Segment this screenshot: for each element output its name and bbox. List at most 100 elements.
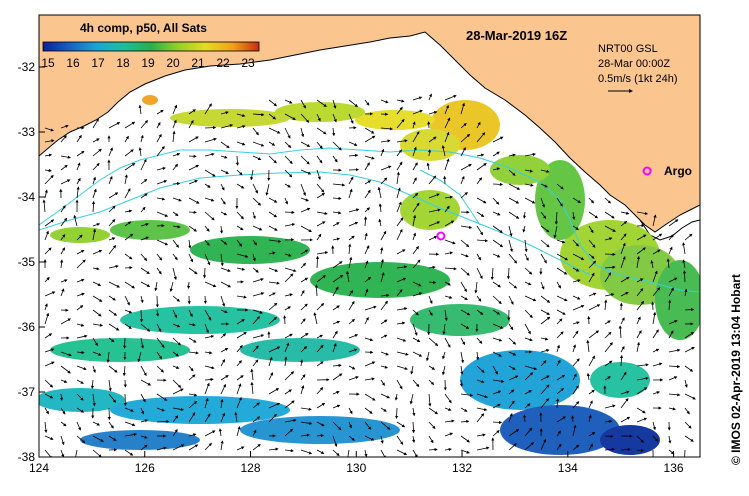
- current-vector: [524, 267, 533, 275]
- current-vector: [60, 135, 67, 143]
- current-vector: [316, 387, 324, 395]
- current-vector: [124, 407, 134, 412]
- current-vector: [377, 186, 382, 199]
- current-vector: [412, 379, 420, 388]
- current-vector: [172, 323, 181, 328]
- current-vector: [540, 197, 545, 208]
- current-vector: [268, 413, 277, 423]
- current-vector: [460, 407, 468, 412]
- current-vector: [252, 239, 257, 246]
- current-vector: [636, 234, 647, 241]
- current-vector: [508, 351, 517, 356]
- current-vector: [396, 337, 407, 342]
- current-vector: [188, 165, 200, 171]
- current-vector: [460, 351, 465, 364]
- current-vector: [652, 391, 660, 395]
- current-vector: [44, 168, 52, 173]
- current-vector: [428, 280, 437, 284]
- current-vector: [220, 253, 224, 267]
- current-vector: [476, 309, 484, 315]
- current-vector: [156, 407, 165, 412]
- current-vector: [252, 443, 261, 451]
- current-vector: [412, 96, 423, 101]
- current-vector: [684, 435, 694, 442]
- current-vector: [172, 444, 185, 451]
- current-vector: [604, 237, 613, 241]
- current-vector: [60, 279, 68, 283]
- current-vector: [60, 217, 68, 227]
- current-vector: [92, 449, 102, 457]
- current-vector: [124, 188, 131, 199]
- current-vector: [492, 225, 503, 233]
- current-vector: [396, 187, 401, 199]
- current-vector: [140, 365, 147, 377]
- current-vector: [524, 365, 538, 371]
- current-vector: [268, 346, 281, 353]
- current-date: 28-Mar 00:00Z: [598, 58, 670, 70]
- current-vector: [442, 351, 446, 360]
- current-vector: [364, 449, 368, 457]
- current-vector: [460, 239, 470, 248]
- current-vector: [108, 323, 120, 331]
- current-vector: [124, 149, 134, 157]
- current-vector: [588, 304, 601, 311]
- current-vector: [299, 359, 304, 367]
- current-vector: [650, 260, 654, 269]
- current-vector: [300, 127, 305, 138]
- current-vector: [124, 253, 133, 260]
- current-vector: [124, 135, 129, 143]
- current-vector: [268, 113, 277, 120]
- current-vector: [476, 337, 483, 344]
- current-vector: [268, 141, 276, 146]
- current-vector: [252, 309, 263, 314]
- current-vector: [396, 289, 403, 297]
- current-vector: [76, 393, 84, 401]
- date-title: 28-Mar-2019 16Z: [466, 28, 567, 43]
- current-vector: [412, 449, 418, 457]
- current-vector: [268, 316, 278, 325]
- current-vector: [380, 258, 384, 269]
- current-vector: [124, 163, 136, 171]
- y-tick-label: -36: [18, 320, 36, 334]
- current-vector: [252, 267, 259, 273]
- current-vector: [284, 273, 294, 283]
- current-vector: [428, 175, 437, 185]
- current-vector: [412, 292, 423, 297]
- current-vector: [332, 141, 342, 151]
- current-vector: [348, 256, 353, 269]
- current-vector: [156, 337, 165, 349]
- current-vector: [348, 376, 359, 381]
- current-vector: [92, 138, 100, 143]
- current-vector: [172, 365, 180, 369]
- current-vector: [668, 277, 678, 283]
- current-vector: [140, 337, 145, 349]
- current-vector: [380, 334, 388, 339]
- current-vector: [220, 197, 226, 205]
- current-vector: [492, 430, 500, 437]
- current-vector: [92, 323, 104, 327]
- current-vector: [300, 277, 309, 283]
- current-vector: [460, 164, 472, 171]
- current-vector: [364, 207, 370, 213]
- current-vector: [76, 292, 85, 297]
- current-vector: [44, 247, 52, 255]
- current-vector: [522, 211, 527, 219]
- current-vector: [220, 348, 229, 353]
- current-vector: [508, 183, 521, 190]
- x-tick-label: 130: [346, 461, 366, 475]
- current-vector: [412, 202, 420, 213]
- current-vector: [76, 250, 85, 255]
- current-vector: [524, 239, 528, 253]
- current-vector: [347, 449, 350, 457]
- current-vector: [220, 412, 226, 423]
- current-vector: [75, 449, 78, 457]
- current-vector: [428, 136, 437, 143]
- current-vector: [156, 109, 164, 115]
- current-vector: [236, 141, 246, 146]
- current-vector: [396, 249, 406, 255]
- current-vector: [124, 295, 130, 306]
- current-vector: [572, 401, 580, 409]
- current-vector: [396, 106, 403, 115]
- current-vector: [426, 162, 430, 171]
- current-vector: [284, 267, 297, 273]
